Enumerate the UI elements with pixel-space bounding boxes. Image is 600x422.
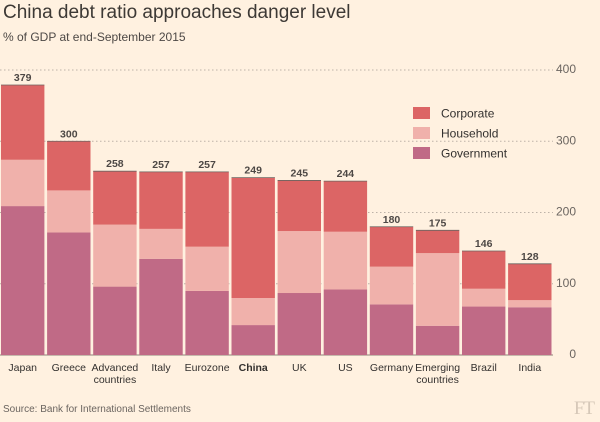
total-label: 257 [198, 159, 216, 171]
bar-segment-corporate [415, 230, 460, 254]
legend-label-government: Government [441, 147, 508, 161]
total-label: 245 [291, 167, 309, 179]
bar-segment-government [462, 306, 506, 355]
total-label: 300 [60, 128, 78, 140]
legend-label-household: Household [441, 127, 498, 141]
bar-segment-corporate [231, 177, 275, 298]
chart-title: China debt ratio approaches danger level [3, 2, 351, 23]
bar-segment-corporate [185, 171, 229, 247]
bar-segment-household [47, 190, 91, 233]
total-label: 257 [152, 159, 170, 171]
bar-segment-corporate [369, 226, 414, 267]
y-tick-label: 0 [569, 347, 576, 361]
total-label: 258 [106, 158, 124, 170]
bar-segment-government [139, 258, 183, 355]
bar-segment-government [93, 286, 137, 355]
bar-segment-household [508, 300, 552, 308]
bar-segment-household [369, 266, 414, 305]
total-label: 249 [244, 165, 262, 177]
x-tick-label: Italy [151, 362, 171, 374]
bar-segment-government [1, 206, 45, 355]
x-tick-label: US [338, 362, 353, 374]
bar-segment-government [231, 325, 275, 355]
bar-segment-government [185, 290, 229, 355]
total-label: 379 [14, 72, 32, 84]
bar-segment-corporate [139, 171, 183, 229]
y-tick-label: 100 [556, 276, 576, 290]
grid-lines: 0 100 200 300 400 [0, 62, 576, 361]
y-tick-label: 300 [556, 133, 576, 147]
chart-subtitle: % of GDP at end-September 2015 [3, 30, 186, 44]
bar-segment-corporate [462, 250, 506, 289]
x-tick-label: Germany [370, 362, 414, 374]
bar-segment-household [185, 246, 229, 291]
bar-segment-government [369, 304, 414, 355]
x-tick-label: Japan [8, 362, 37, 374]
bar-segment-government [47, 232, 91, 355]
total-label: 175 [429, 217, 447, 229]
legend: Corporate Household Government [413, 107, 508, 161]
bars [1, 84, 552, 355]
x-tick-label: Brazil [471, 362, 497, 374]
labels: 379Japan300Greece258Advancedcountries257… [8, 72, 541, 386]
source-note: Source: Bank for International Settlemen… [3, 404, 191, 415]
bar-segment-corporate [323, 181, 368, 232]
x-tick-label: Eurozone [185, 362, 230, 374]
bar-segment-household [277, 231, 321, 294]
x-tick-label: Emerging [415, 362, 460, 374]
x-tick-label: countries [94, 374, 137, 386]
x-tick-label: UK [292, 362, 307, 374]
bar-segment-government [323, 289, 368, 355]
y-tick-label: 200 [556, 205, 576, 219]
x-tick-label: Advanced [92, 362, 139, 374]
legend-label-corporate: Corporate [441, 107, 495, 121]
bar-segment-corporate [508, 263, 552, 301]
bar-segment-household [93, 224, 137, 287]
bar-segment-corporate [1, 84, 45, 160]
x-tick-label: countries [416, 374, 459, 386]
bar-segment-household [231, 298, 275, 326]
bar-segment-household [415, 253, 460, 326]
total-label: 180 [383, 214, 401, 226]
x-tick-label: China [239, 362, 268, 374]
total-label: 146 [475, 238, 493, 250]
legend-swatch-household [413, 127, 430, 139]
x-tick-label: Greece [52, 362, 87, 374]
bar-segment-household [1, 159, 45, 207]
total-label: 244 [337, 168, 355, 180]
legend-swatch-corporate [413, 107, 430, 119]
total-label: 128 [521, 251, 539, 263]
bar-segment-government [508, 307, 552, 355]
bar-segment-household [323, 231, 368, 290]
y-tick-label: 400 [556, 62, 576, 76]
x-tick-label: India [518, 362, 541, 374]
bar-segment-government [415, 325, 460, 355]
bar-segment-household [139, 228, 183, 259]
legend-swatch-government [413, 147, 430, 159]
bar-segment-corporate [47, 141, 91, 191]
bar-segment-corporate [277, 180, 321, 232]
ft-logo: FT [573, 398, 595, 419]
bar-segment-household [462, 288, 506, 307]
bar-segment-corporate [93, 171, 137, 225]
bar-segment-government [277, 293, 321, 355]
